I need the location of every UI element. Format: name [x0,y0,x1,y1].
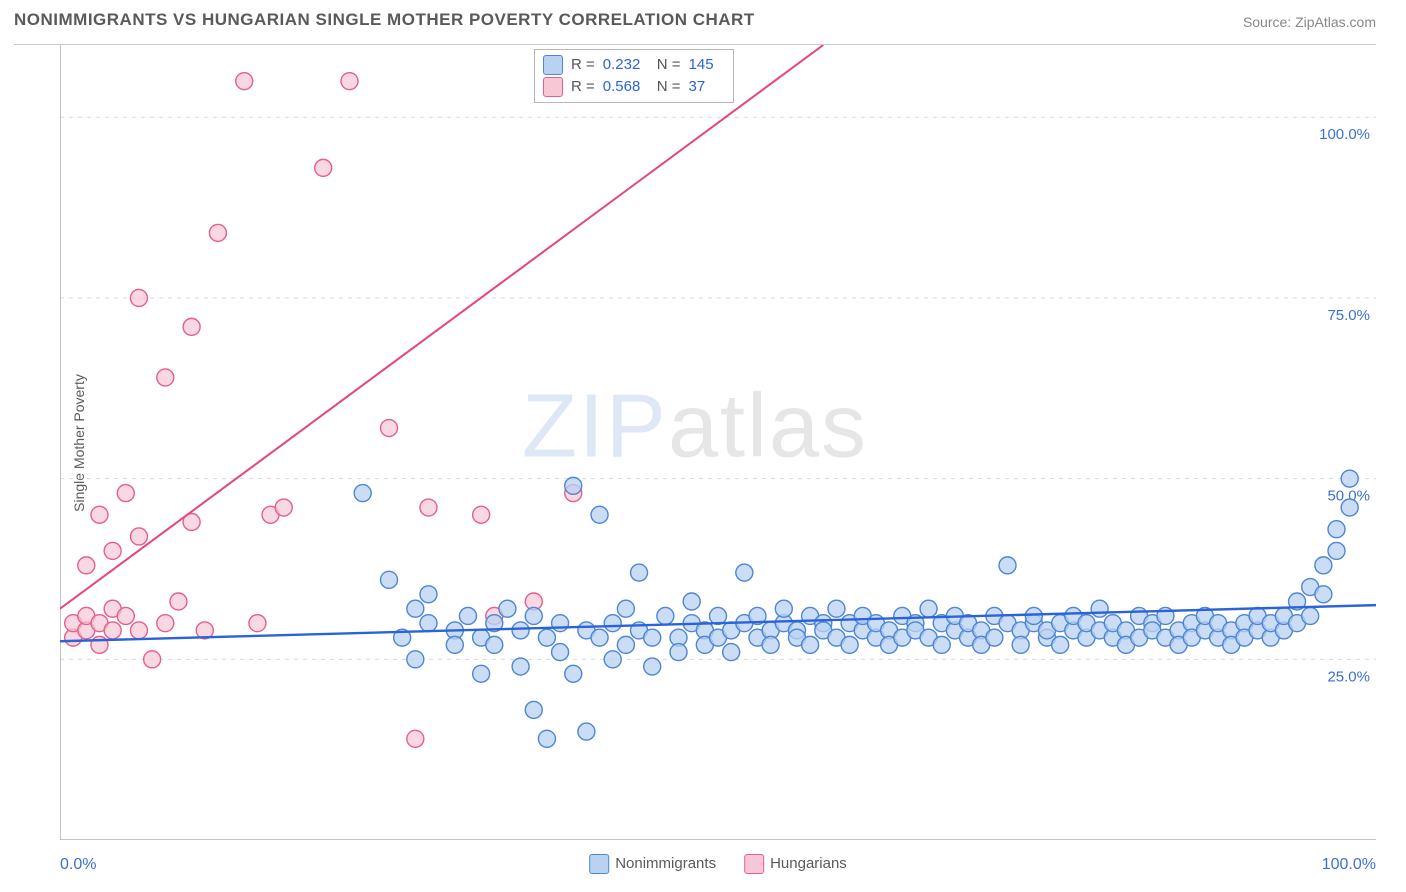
legend: Nonimmigrants Hungarians [589,854,847,874]
stats-swatch [543,77,563,97]
x-axis-labels: 0.0% Nonimmigrants Hungarians 100.0% [60,846,1376,874]
stats-n-value: 145 [689,54,723,76]
source-label: Source: ZipAtlas.com [1243,14,1376,30]
scatter-svg: 25.0%50.0%75.0%100.0% [60,45,1376,840]
stats-box: R = 0.232 N = 145 R = 0.568 N = 37 [534,49,734,103]
stats-r-label: R = [571,54,595,76]
stats-row: R = 0.568 N = 37 [543,76,723,98]
stats-r-value: 0.568 [603,76,649,98]
x-min-label: 0.0% [60,856,96,874]
plot-region: 25.0%50.0%75.0%100.0% [60,45,1376,840]
stats-row: R = 0.232 N = 145 [543,54,723,76]
stats-n-label: N = [657,76,681,98]
legend-item: Hungarians [744,854,847,874]
legend-swatch [589,854,609,874]
svg-text:25.0%: 25.0% [1327,668,1370,685]
stats-n-label: N = [657,54,681,76]
stats-n-value: 37 [689,76,723,98]
legend-swatch [744,854,764,874]
svg-text:100.0%: 100.0% [1319,126,1370,143]
legend-item: Nonimmigrants [589,854,716,874]
x-max-label: 100.0% [1322,856,1376,874]
legend-label: Nonimmigrants [615,855,716,872]
svg-text:75.0%: 75.0% [1327,307,1370,324]
stats-r-value: 0.232 [603,54,649,76]
chart-area: Single Mother Poverty ZIPatlas 25.0%50.0… [14,44,1376,840]
stats-r-label: R = [571,76,595,98]
stats-swatch [543,55,563,75]
chart-title: NONIMMIGRANTS VS HUNGARIAN SINGLE MOTHER… [14,10,755,30]
legend-label: Hungarians [770,855,847,872]
